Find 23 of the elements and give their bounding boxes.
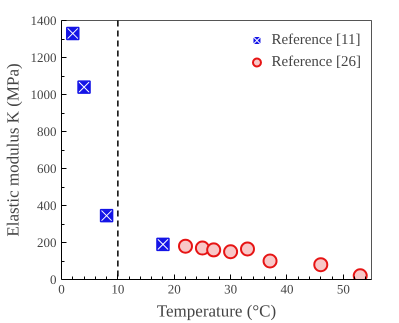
x-tick-label: 30 (224, 282, 238, 296)
x-tick-label: 50 (336, 282, 350, 296)
y-tick-label: 600 (37, 161, 56, 176)
y-tick-label: 200 (37, 235, 56, 250)
y-tick-label: 0 (50, 272, 56, 287)
legend-label: Reference [11] (271, 32, 360, 48)
y-tick-label: 1200 (30, 50, 56, 65)
y-tick-label: 1000 (30, 87, 56, 102)
y-tick-label: 400 (37, 198, 56, 213)
point (206, 242, 222, 258)
legend-label: Reference [26] (271, 54, 361, 70)
point (240, 241, 255, 256)
point (262, 254, 278, 268)
x-axis-title: Temperature (°C) (156, 302, 276, 320)
x-tick-label: 20 (168, 282, 181, 296)
x-tick-label: 40 (280, 282, 294, 296)
point (313, 257, 328, 272)
point (223, 244, 238, 260)
y-tick-label: 800 (37, 124, 56, 139)
point (178, 238, 193, 254)
x-tick-label: 10 (111, 282, 124, 296)
y-axis-title: Elastic modulus K (MPa) (4, 63, 22, 237)
y-tick-label: 1400 (30, 13, 56, 28)
